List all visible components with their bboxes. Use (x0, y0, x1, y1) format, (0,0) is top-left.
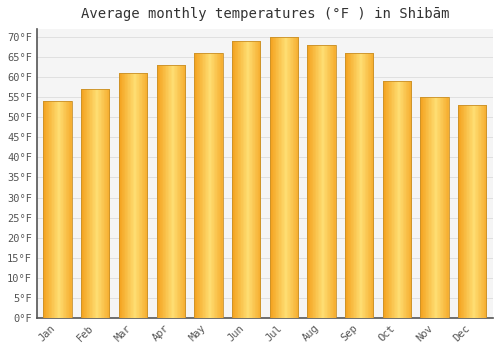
Bar (194, 53, 222, 318)
Bar (458, 105, 486, 318)
Bar (156, 65, 185, 318)
Bar (345, 53, 374, 318)
Bar (270, 37, 298, 318)
Bar (119, 73, 147, 318)
Bar (308, 45, 336, 318)
Bar (383, 81, 411, 318)
Bar (44, 101, 72, 318)
Title: Average monthly temperatures (°F ) in Shibām: Average monthly temperatures (°F ) in Sh… (80, 7, 449, 21)
Bar (420, 97, 449, 318)
Bar (232, 41, 260, 318)
Bar (81, 89, 110, 318)
